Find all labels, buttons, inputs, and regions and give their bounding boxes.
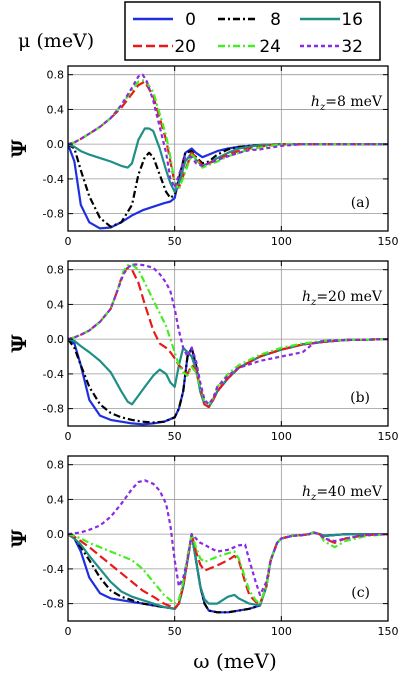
x-tick-label: 100 bbox=[271, 625, 292, 638]
field-annotation: hz=40 meV bbox=[302, 484, 383, 503]
y-tick-label: -0.4 bbox=[43, 563, 64, 576]
y-tick-label: 0.8 bbox=[47, 459, 65, 472]
series-line-mu-32 bbox=[68, 479, 388, 596]
x-tick-label: 0 bbox=[65, 625, 72, 638]
legend-entry-8: 8 bbox=[218, 10, 281, 30]
series-line-mu-0 bbox=[68, 531, 388, 614]
x-tick-label: 0 bbox=[65, 430, 72, 443]
x-tick-label: 0 bbox=[65, 235, 72, 248]
y-tick-label: -0.8 bbox=[43, 208, 64, 221]
legend-entry-0: 0 bbox=[133, 10, 196, 30]
legend-box bbox=[124, 1, 381, 61]
y-tick-label: 0.8 bbox=[47, 69, 65, 82]
y-tick-label: 0.4 bbox=[47, 493, 65, 506]
panel-2: 0 50 100 150 0.8 0.4 0.0 -0.4 -0.8 Ψhz=40 meV (c) bbox=[7, 455, 399, 638]
series-line-mu-8 bbox=[68, 143, 388, 228]
legend-entry-20: 20 bbox=[133, 37, 196, 57]
plot-frame bbox=[67, 65, 389, 232]
legend-label-20: 20 bbox=[174, 37, 196, 57]
series-line-mu-24 bbox=[68, 263, 388, 407]
legend-entry-24: 24 bbox=[218, 37, 281, 57]
legend-label-32: 32 bbox=[341, 37, 363, 57]
panel-label: (a) bbox=[351, 195, 370, 211]
y-tick-label: 0.4 bbox=[47, 298, 65, 311]
field-annotation: hz=20 meV bbox=[302, 289, 383, 308]
panel-label: (c) bbox=[351, 585, 370, 601]
x-tick-label: 150 bbox=[378, 625, 399, 638]
y-tick-label: 0.8 bbox=[47, 264, 65, 277]
legend-title: μ (meV) bbox=[18, 30, 94, 52]
legend-label-16: 16 bbox=[341, 10, 363, 30]
legend-entry-32: 32 bbox=[300, 37, 363, 57]
plot-frame bbox=[67, 260, 389, 427]
legend-entry-16: 16 bbox=[300, 10, 363, 30]
y-tick-label: -0.8 bbox=[43, 598, 64, 611]
y-tick-label: -0.4 bbox=[43, 368, 64, 381]
x-tick-label: 50 bbox=[168, 430, 182, 443]
y-tick-label: 0.0 bbox=[47, 333, 65, 346]
legend-label-8: 8 bbox=[270, 10, 281, 30]
y-tick-label: 0.0 bbox=[47, 528, 65, 541]
y-axis-label: Ψ bbox=[7, 334, 31, 353]
y-axis-label: Ψ bbox=[7, 529, 31, 548]
series-line-mu-32 bbox=[68, 73, 388, 189]
y-tick-label: -0.8 bbox=[43, 403, 64, 416]
series-line-mu-24 bbox=[68, 78, 388, 191]
field-annotation: hz=8 meV bbox=[311, 94, 383, 113]
legend-label-0: 0 bbox=[185, 10, 196, 30]
plot-frame bbox=[67, 455, 389, 622]
panel-1: 0 50 100 150 0.8 0.4 0.0 -0.4 -0.8 Ψhz=20 meV (b) bbox=[7, 260, 399, 443]
legend: μ (meV) 0 8 16 20 24 32 bbox=[18, 1, 381, 61]
y-tick-label: -0.4 bbox=[43, 173, 64, 186]
series-line-mu-32 bbox=[68, 263, 388, 406]
x-tick-label: 100 bbox=[271, 430, 292, 443]
x-axis-label: ω (meV) bbox=[193, 649, 277, 673]
panel-0: 0 50 100 150 0.8 0.4 0.0 -0.4 -0.8 Ψhz=8 meV (a) bbox=[7, 65, 399, 248]
panel-label: (b) bbox=[350, 390, 370, 406]
legend-label-24: 24 bbox=[259, 37, 281, 57]
y-tick-label: 0.4 bbox=[47, 103, 65, 116]
x-tick-label: 50 bbox=[168, 625, 182, 638]
series-line-mu-16 bbox=[68, 127, 388, 193]
y-axis-label: Ψ bbox=[7, 139, 31, 158]
x-tick-label: 100 bbox=[271, 235, 292, 248]
y-tick-label: 0.0 bbox=[47, 138, 65, 151]
x-tick-label: 150 bbox=[378, 235, 399, 248]
x-tick-label: 150 bbox=[378, 430, 399, 443]
x-tick-label: 50 bbox=[168, 235, 182, 248]
